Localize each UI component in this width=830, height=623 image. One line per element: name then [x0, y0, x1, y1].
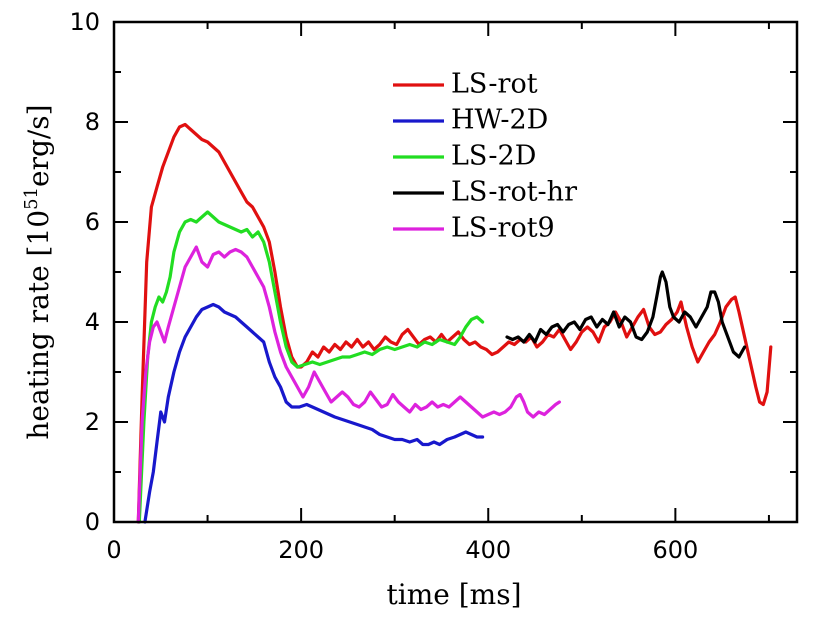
x-tick-label-600: 600 [652, 536, 698, 564]
x-axis-label: time [ms] [387, 578, 522, 611]
series-line-ls-2d [137, 210, 485, 524]
series-line-ls-rot9 [136, 245, 561, 524]
series-line-hw-2d [143, 302, 485, 524]
legend-label-ls-2d: LS-2D [451, 141, 536, 172]
y-axis-label-unit: erg/s] [22, 104, 55, 187]
y-tick-label-6: 6 [85, 208, 100, 236]
x-tick-label-200: 200 [278, 536, 324, 564]
y-tick-label-4: 4 [85, 308, 100, 336]
series-line-ls-rot-hr [505, 270, 747, 359]
legend-label-ls-rot9: LS-rot9 [451, 213, 555, 244]
legend: LS-rot HW-2D LS-2D LS-rot-hr LS-rot9 [393, 69, 577, 244]
series-line-ls-rot [136, 122, 773, 524]
legend-label-ls-rot-hr: LS-rot-hr [451, 177, 577, 208]
x-tick-label-0: 0 [106, 536, 121, 564]
y-axis-label-main: heating rate [10 [22, 210, 55, 440]
y-axis-label-exponent: 51 [21, 187, 42, 210]
y-tick-label-2: 2 [85, 408, 100, 436]
y-tick-label-8: 8 [85, 108, 100, 136]
y-tick-label-10: 10 [69, 8, 100, 36]
legend-label-ls-rot: LS-rot [451, 69, 538, 100]
legend-label-hw-2d: HW-2D [451, 105, 548, 136]
y-tick-label-0: 0 [85, 508, 100, 536]
tick-layer: 0 200 400 600 0 2 4 6 8 10 [69, 8, 797, 564]
series-layer [136, 122, 773, 524]
x-tick-label-400: 400 [465, 536, 511, 564]
y-axis-label: heating rate [1051erg/s] [21, 104, 55, 439]
